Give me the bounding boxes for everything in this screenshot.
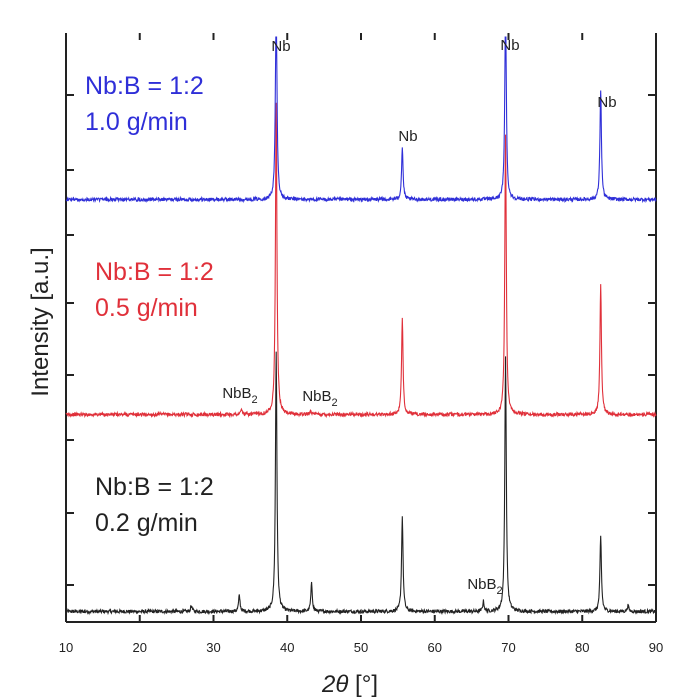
peak-annotation: Nb [398,128,417,145]
x-tick-label: 10 [59,640,73,655]
x-tick-label: 70 [501,640,515,655]
x-tick-label: 60 [428,640,442,655]
x-tick-label: 50 [354,640,368,655]
axes: 10 20 30 40 50 60 70 80 90 [59,33,663,655]
series-label-0: Nb:B = 1:2 [95,473,214,501]
x-axis-label: 2θ [°] [321,671,378,698]
series-label-2: Nb:B = 1:2 [85,72,204,100]
peak-annotation: Nb [500,37,519,54]
series-rate-0: 0.2 g/min [95,509,198,537]
x-tick-label: 90 [649,640,663,655]
series-trace-2 [65,36,657,204]
peak-annotation: Nb [271,38,290,55]
traces [65,36,657,616]
series-trace-1 [65,102,657,419]
labels: 2θ [°] Intensity [a.u.] Nb:B = 1:2 0.2 g/mi… [27,37,617,698]
peak-annotation: NbB2 [302,388,337,409]
peak-annotation: Nb [597,94,616,111]
x-tick-label: 20 [133,640,147,655]
series-rate-2: 1.0 g/min [85,108,188,136]
y-axis-label: Intensity [a.u.] [27,247,54,396]
x-tick-label: 30 [206,640,220,655]
x-tick-label: 40 [280,640,294,655]
peak-annotation: NbB2 [467,576,502,597]
series-label-1: Nb:B = 1:2 [95,258,214,286]
series-trace-0 [65,351,657,616]
x-tick-label: 80 [575,640,589,655]
series-rate-1: 0.5 g/min [95,294,198,322]
peak-annotation: NbB2 [222,385,257,406]
